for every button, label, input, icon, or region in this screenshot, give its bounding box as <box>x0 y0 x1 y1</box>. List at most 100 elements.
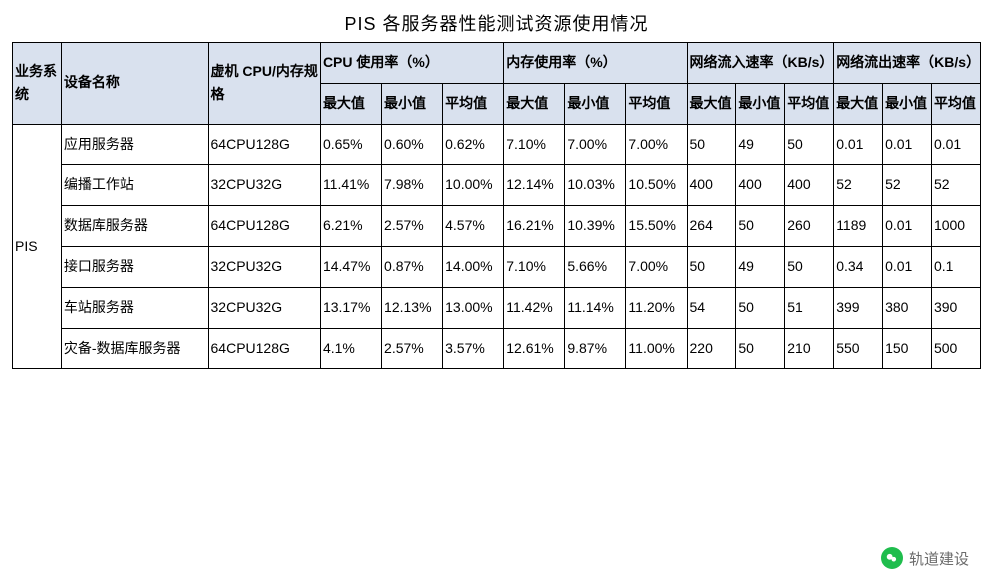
cell-nout-avg: 500 <box>931 328 980 369</box>
col-cpu-min: 最小值 <box>382 83 443 124</box>
cell-mem-max: 12.14% <box>504 165 565 206</box>
cell-mem-max: 11.42% <box>504 287 565 328</box>
cell-nout-min: 0.01 <box>883 206 932 247</box>
cell-cpu-avg: 13.00% <box>443 287 504 328</box>
table-header-row-1: 业务系统 设备名称 虚机 CPU/内存规格 CPU 使用率（%） 内存使用率（%… <box>13 43 981 84</box>
cell-mem-min: 9.87% <box>565 328 626 369</box>
cell-nin-min: 50 <box>736 328 785 369</box>
table-body: PIS应用服务器64CPU128G0.65%0.60%0.62%7.10%7.0… <box>13 124 981 369</box>
col-mem-min: 最小值 <box>565 83 626 124</box>
cell-nout-avg: 52 <box>931 165 980 206</box>
cell-nin-avg: 210 <box>785 328 834 369</box>
col-net-in: 网络流入速率（KB/s） <box>687 43 834 84</box>
cell-spec: 32CPU32G <box>208 246 320 287</box>
cell-mem-max: 12.61% <box>504 328 565 369</box>
cell-nin-max: 400 <box>687 165 736 206</box>
table-row: 编播工作站32CPU32G11.41%7.98%10.00%12.14%10.0… <box>13 165 981 206</box>
cell-mem-max: 7.10% <box>504 246 565 287</box>
col-spec: 虚机 CPU/内存规格 <box>208 43 320 125</box>
cell-mem-avg: 15.50% <box>626 206 687 247</box>
cell-mem-avg: 11.00% <box>626 328 687 369</box>
cell-nout-avg: 0.1 <box>931 246 980 287</box>
cell-cpu-avg: 0.62% <box>443 124 504 165</box>
cell-cpu-min: 12.13% <box>382 287 443 328</box>
table-row: 数据库服务器64CPU128G6.21%2.57%4.57%16.21%10.3… <box>13 206 981 247</box>
cell-spec: 32CPU32G <box>208 165 320 206</box>
cell-mem-min: 11.14% <box>565 287 626 328</box>
cell-device: 编播工作站 <box>61 165 208 206</box>
cell-nin-avg: 50 <box>785 124 834 165</box>
col-cpu: CPU 使用率（%） <box>320 43 503 84</box>
cell-nout-min: 380 <box>883 287 932 328</box>
cell-cpu-max: 11.41% <box>320 165 381 206</box>
cell-mem-min: 7.00% <box>565 124 626 165</box>
cell-cpu-min: 7.98% <box>382 165 443 206</box>
cell-nout-max: 550 <box>834 328 883 369</box>
cell-mem-max: 7.10% <box>504 124 565 165</box>
table-row: 接口服务器32CPU32G14.47%0.87%14.00%7.10%5.66%… <box>13 246 981 287</box>
col-nout-min: 最小值 <box>883 83 932 124</box>
cell-nin-min: 49 <box>736 246 785 287</box>
wechat-icon <box>881 547 903 569</box>
col-device: 设备名称 <box>61 43 208 125</box>
cell-cpu-min: 0.60% <box>382 124 443 165</box>
cell-cpu-max: 13.17% <box>320 287 381 328</box>
cell-spec: 32CPU32G <box>208 287 320 328</box>
cell-mem-avg: 11.20% <box>626 287 687 328</box>
cell-cpu-min: 2.57% <box>382 328 443 369</box>
cell-nout-avg: 0.01 <box>931 124 980 165</box>
cell-device: 接口服务器 <box>61 246 208 287</box>
cell-nin-max: 50 <box>687 124 736 165</box>
cell-spec: 64CPU128G <box>208 206 320 247</box>
cell-nin-max: 50 <box>687 246 736 287</box>
cell-nin-min: 400 <box>736 165 785 206</box>
cell-mem-avg: 7.00% <box>626 124 687 165</box>
cell-cpu-max: 4.1% <box>320 328 381 369</box>
footer-badge: 轨道建设 <box>881 547 969 569</box>
cell-nin-min: 49 <box>736 124 785 165</box>
page-title: PIS 各服务器性能测试资源使用情况 <box>12 10 981 36</box>
cell-mem-min: 5.66% <box>565 246 626 287</box>
cell-nout-max: 1189 <box>834 206 883 247</box>
cell-nin-max: 264 <box>687 206 736 247</box>
cell-nout-max: 52 <box>834 165 883 206</box>
col-mem-avg: 平均值 <box>626 83 687 124</box>
cell-nin-avg: 51 <box>785 287 834 328</box>
col-nin-avg: 平均值 <box>785 83 834 124</box>
col-cpu-max: 最大值 <box>320 83 381 124</box>
cell-mem-avg: 7.00% <box>626 246 687 287</box>
col-mem: 内存使用率（%） <box>504 43 687 84</box>
cell-nout-max: 0.34 <box>834 246 883 287</box>
cell-cpu-avg: 14.00% <box>443 246 504 287</box>
table-row: 灾备-数据库服务器64CPU128G4.1%2.57%3.57%12.61%9.… <box>13 328 981 369</box>
cell-device: 灾备-数据库服务器 <box>61 328 208 369</box>
cell-nout-avg: 1000 <box>931 206 980 247</box>
table-row: PIS应用服务器64CPU128G0.65%0.60%0.62%7.10%7.0… <box>13 124 981 165</box>
footer-label: 轨道建设 <box>909 548 969 569</box>
cell-spec: 64CPU128G <box>208 328 320 369</box>
col-net-out: 网络流出速率（KB/s） <box>834 43 981 84</box>
cell-nin-min: 50 <box>736 287 785 328</box>
cell-device: 数据库服务器 <box>61 206 208 247</box>
cell-nin-max: 220 <box>687 328 736 369</box>
col-nin-max: 最大值 <box>687 83 736 124</box>
col-nin-min: 最小值 <box>736 83 785 124</box>
col-system: 业务系统 <box>13 43 62 125</box>
table-row: 车站服务器32CPU32G13.17%12.13%13.00%11.42%11.… <box>13 287 981 328</box>
col-mem-max: 最大值 <box>504 83 565 124</box>
performance-table: 业务系统 设备名称 虚机 CPU/内存规格 CPU 使用率（%） 内存使用率（%… <box>12 42 981 369</box>
col-cpu-avg: 平均值 <box>443 83 504 124</box>
cell-system: PIS <box>13 124 62 369</box>
cell-nin-min: 50 <box>736 206 785 247</box>
col-nout-avg: 平均值 <box>931 83 980 124</box>
col-nout-max: 最大值 <box>834 83 883 124</box>
cell-nin-avg: 50 <box>785 246 834 287</box>
cell-cpu-avg: 10.00% <box>443 165 504 206</box>
cell-cpu-min: 0.87% <box>382 246 443 287</box>
cell-mem-min: 10.39% <box>565 206 626 247</box>
cell-nin-avg: 400 <box>785 165 834 206</box>
cell-cpu-max: 14.47% <box>320 246 381 287</box>
cell-nout-min: 52 <box>883 165 932 206</box>
cell-nout-max: 399 <box>834 287 883 328</box>
cell-cpu-avg: 3.57% <box>443 328 504 369</box>
